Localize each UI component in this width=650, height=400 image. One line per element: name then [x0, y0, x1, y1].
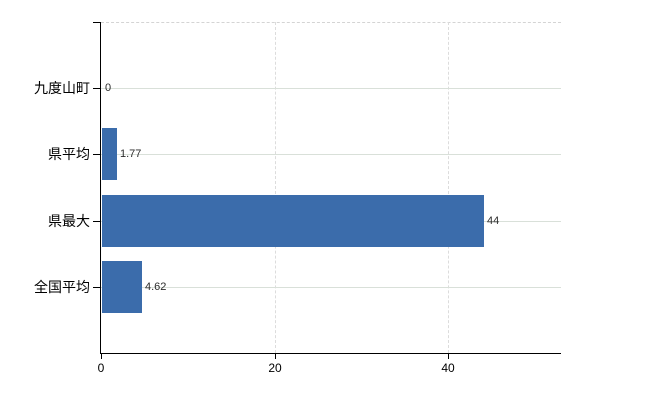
- x-tick-label: 40: [441, 361, 455, 375]
- bar-value-label: 4.62: [145, 281, 167, 293]
- plot-top-border: [101, 22, 561, 23]
- bar-value-label: 44: [487, 215, 500, 227]
- y-axis-line: [100, 22, 101, 353]
- category-label: 県最大: [48, 213, 90, 229]
- y-axis-tick: [93, 88, 100, 89]
- bar-3: [102, 261, 142, 313]
- x-axis-line: [100, 353, 561, 354]
- x-tick-label: 20: [268, 361, 282, 375]
- category-label: 全国平均: [34, 279, 90, 295]
- vertical-gridline: [275, 22, 276, 353]
- bar-1: [102, 128, 117, 180]
- y-axis-top-tick: [93, 22, 100, 23]
- bar-value-label: 0: [105, 82, 112, 94]
- x-axis-tick: [275, 354, 276, 359]
- y-axis-tick: [93, 221, 100, 222]
- bar-2: [102, 195, 484, 247]
- x-tick-label: 0: [97, 361, 105, 375]
- bar-value-label: 1.77: [120, 148, 142, 160]
- horizontal-gridline: [101, 88, 561, 89]
- horizontal-gridline: [101, 154, 561, 155]
- horizontal-gridline: [101, 287, 561, 288]
- y-axis-tick: [93, 154, 100, 155]
- x-axis-tick: [101, 354, 102, 359]
- vertical-gridline: [448, 22, 449, 353]
- x-axis-tick: [448, 354, 449, 359]
- category-label: 九度山町: [34, 80, 90, 96]
- category-label: 県平均: [48, 146, 90, 162]
- y-axis-tick: [93, 287, 100, 288]
